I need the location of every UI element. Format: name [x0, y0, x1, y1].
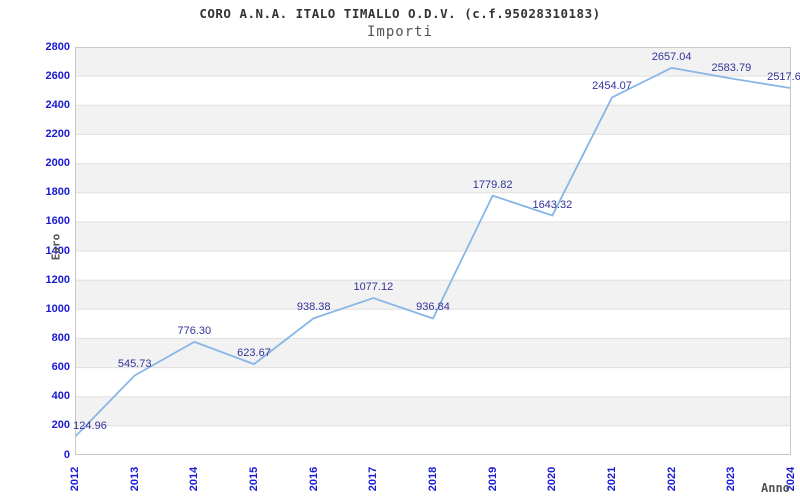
x-tick-label: 2021	[606, 466, 618, 492]
y-tick-label: 2400	[45, 98, 70, 111]
y-tick-label: 2800	[45, 40, 70, 53]
plot-border	[75, 47, 791, 455]
data-point-label: 936.84	[416, 301, 450, 314]
plot-band	[75, 396, 791, 426]
data-point-label: 124.96	[73, 419, 107, 432]
x-tick-label: 2017	[367, 466, 380, 492]
plot-area	[75, 47, 791, 455]
x-tick-label: 2020	[546, 466, 559, 492]
plot-band	[75, 163, 791, 193]
y-tick-label: 600	[51, 361, 70, 374]
plot-band	[75, 105, 791, 135]
y-tick-label: 800	[51, 331, 70, 344]
y-tick-label: 2200	[45, 127, 70, 140]
x-tick-label: 2022	[665, 466, 678, 492]
y-tick-label: 1600	[45, 215, 70, 228]
data-line	[75, 66, 791, 438]
y-tick-label: 0	[63, 448, 70, 461]
y-tick-label: 1800	[45, 186, 70, 199]
x-tick-label: 2012	[69, 466, 81, 492]
y-tick-label: 1200	[45, 273, 70, 286]
y-tick-label: 2600	[45, 69, 70, 82]
data-point-label: 938.38	[296, 301, 331, 314]
y-axis-title: Euro	[49, 233, 63, 261]
chart-subtitle: Importi	[366, 24, 433, 40]
x-tick-label: 2018	[427, 466, 439, 492]
y-tick-label: 200	[51, 419, 70, 432]
x-axis-title: Anno	[761, 481, 790, 495]
data-point-label: 776.30	[177, 324, 212, 337]
data-point-label: 1077.12	[353, 281, 394, 294]
data-point-label: 623.67	[237, 347, 271, 360]
data-point-label: 2454.07	[592, 80, 632, 93]
x-tick-label: 2013	[128, 466, 141, 492]
x-tick-label: 2019	[486, 466, 499, 492]
data-point-label: 2583.79	[711, 61, 752, 74]
y-tick-label: 2000	[45, 157, 70, 170]
data-point-label: 545.73	[117, 358, 152, 371]
plot-band	[75, 221, 791, 251]
y-tick-label: 1000	[45, 302, 70, 315]
data-point-label: 2517.6	[767, 71, 800, 84]
x-tick-label: 2023	[725, 466, 738, 492]
plot-band	[75, 338, 791, 368]
data-point-label: 2657.04	[651, 50, 692, 63]
x-tick-label: 2016	[307, 466, 320, 492]
chart-title: CORO A.N.A. ITALO TIMALLO O.D.V. (c.f.95…	[199, 6, 601, 21]
x-tick-label: 2014	[188, 466, 201, 492]
y-tick-label: 400	[51, 390, 70, 403]
y-tick-label: 1400	[45, 244, 70, 257]
plot-band	[75, 47, 791, 77]
x-tick-label: 2015	[248, 466, 260, 492]
data-point-label: 1779.82	[472, 178, 513, 191]
data-point-label: 1643.32	[532, 198, 573, 211]
plot-band	[75, 280, 791, 310]
